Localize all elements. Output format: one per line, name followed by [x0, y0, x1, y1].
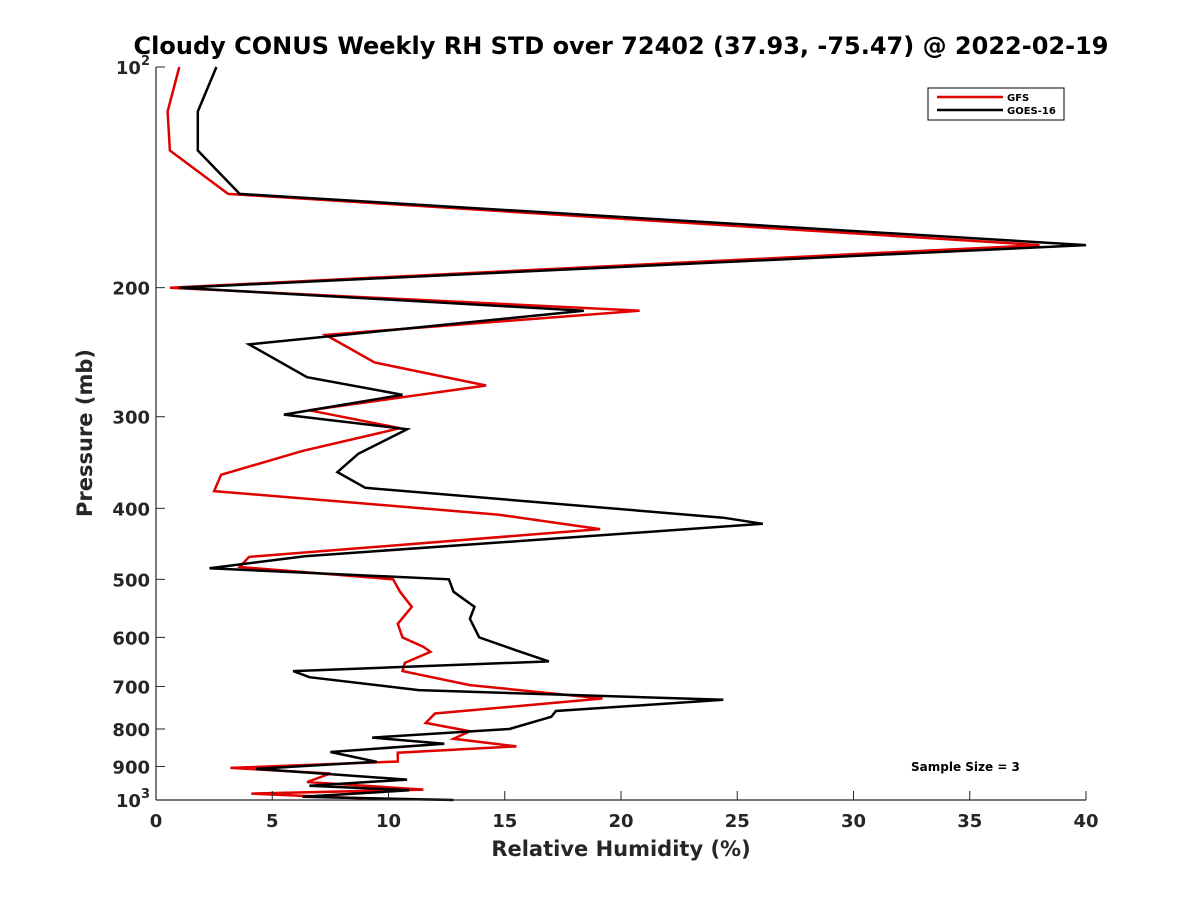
y-tick-label: 500	[112, 570, 150, 591]
legend: GFS GOES-16	[927, 87, 1065, 121]
legend-box	[927, 87, 1065, 121]
y-tick-label: 200	[112, 279, 150, 300]
x-tick-label: 5	[266, 811, 279, 832]
y-tick-label: 103	[116, 787, 150, 812]
x-tick-label: 20	[608, 811, 633, 832]
plot-area	[156, 67, 1086, 800]
y-tick-label: 900	[112, 757, 150, 778]
y-tick-label: 300	[112, 408, 150, 429]
sample-size-annotation: Sample Size = 3	[911, 760, 1020, 774]
x-tick-label: 40	[1073, 811, 1098, 832]
y-tick-label: 400	[112, 499, 150, 520]
x-tick-label: 35	[957, 811, 982, 832]
legend-label-goes16: GOES-16	[1007, 106, 1056, 117]
x-tick-label: 10	[376, 811, 401, 832]
x-tick-label: 0	[150, 811, 163, 832]
y-axis-label: Pressure (mb)	[73, 349, 97, 517]
chart-title: Cloudy CONUS Weekly RH STD over 72402 (3…	[134, 32, 1109, 60]
x-tick-label: 15	[492, 811, 517, 832]
y-tick-label: 102	[116, 54, 150, 79]
y-tick-label: 700	[112, 677, 150, 698]
x-tick-label: 25	[725, 811, 750, 832]
y-tick-label: 800	[112, 720, 150, 741]
x-tick-label: 30	[841, 811, 866, 832]
series-layer	[166, 66, 1087, 802]
y-tick-label: 600	[112, 628, 150, 649]
series-line-1	[179, 66, 1087, 802]
y-ticks: 102 200 300 400 500 600 700 800 900 103	[112, 54, 165, 812]
series-line-0	[166, 66, 1040, 800]
x-ticks: 0 5 10 15 20 25 30 35 40	[150, 791, 1099, 832]
legend-label-gfs: GFS	[1007, 93, 1029, 104]
x-axis-label: Relative Humidity (%)	[491, 837, 750, 861]
